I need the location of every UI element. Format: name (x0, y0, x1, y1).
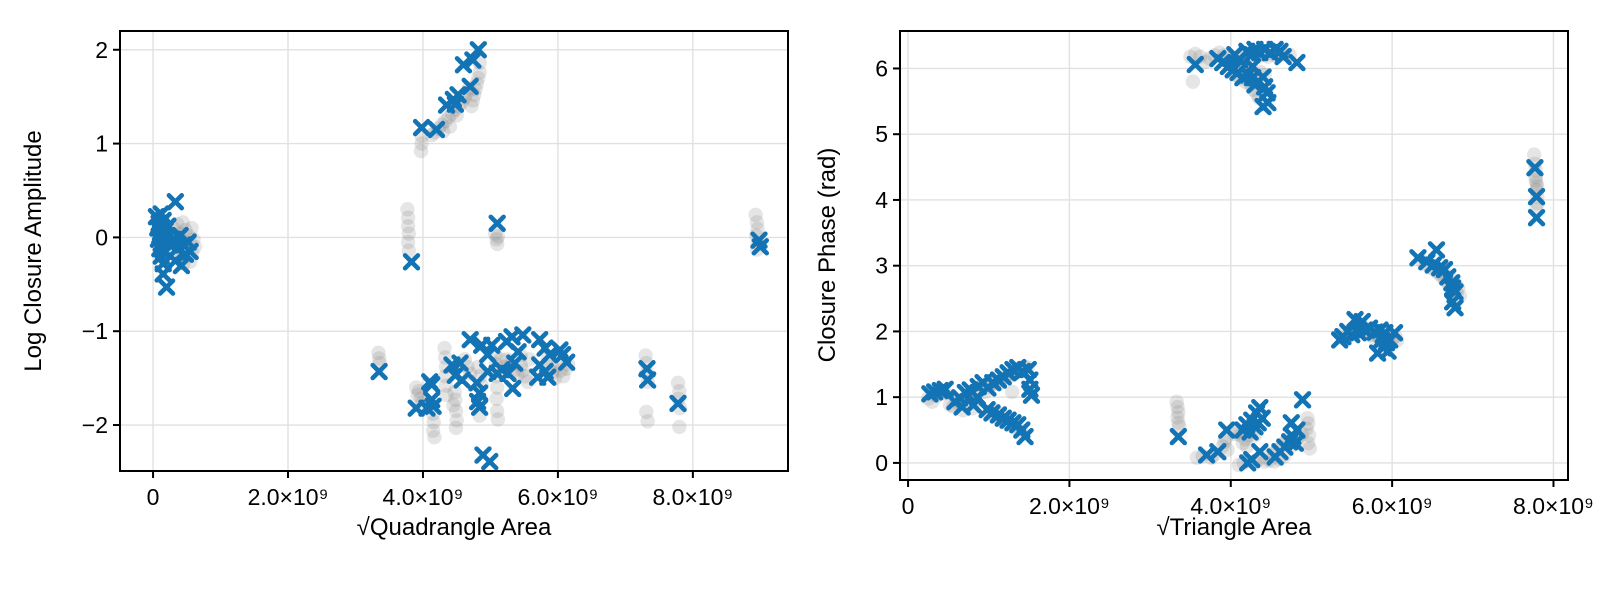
left-plot-ylabel: Log Closure Amplitude (20, 130, 47, 372)
right-plot: 0 2.0×10⁹ 4.0×10⁹ 6.0×10⁹ 8.0×10⁹ 0 1 2 3 4 5 6 (875, 30, 1594, 519)
y-tick-label: 2 (95, 37, 108, 63)
y-tick-label: 1 (95, 131, 108, 157)
plot-frame (119, 30, 789, 472)
x-tick-label: 8.0×10⁹ (1513, 493, 1594, 519)
y-tick-label: 0 (875, 450, 888, 476)
x-tick-label: 6.0×10⁹ (1352, 493, 1433, 519)
tick-marks (893, 67, 1555, 487)
x-tick-label: 0 (902, 493, 915, 519)
x-tick-label: 4.0×10⁹ (383, 484, 464, 510)
x-tick-label: 2.0×10⁹ (1029, 493, 1110, 519)
y-tick-label: 2 (875, 318, 888, 344)
y-tick-label: −2 (82, 412, 108, 438)
x-tick-label: 8.0×10⁹ (652, 484, 733, 510)
y-tick-label: 3 (875, 253, 888, 279)
y-tick-label: 6 (875, 55, 888, 81)
gray-circle-series (921, 45, 1545, 473)
tick-marks (113, 48, 694, 478)
tick-labels: 0 2.0×10⁹ 4.0×10⁹ 6.0×10⁹ 8.0×10⁹ 0 1 2 3 4 5 6 (875, 55, 1594, 519)
left-plot: 0 2.0×10⁹ 4.0×10⁹ 6.0×10⁹ 8.0×10⁹ −2 −1 0 1 2 (82, 30, 789, 510)
y-tick-label: 5 (875, 121, 888, 147)
x-tick-label: 4.0×10⁹ (1190, 493, 1271, 519)
right-plot-ylabel: Closure Phase (rad) (814, 147, 841, 363)
grid-lines (120, 31, 788, 471)
y-tick-label: 4 (875, 187, 888, 213)
y-tick-label: 1 (875, 384, 888, 410)
left-plot-xlabel: √Quadrangle Area (356, 514, 552, 541)
gray-circle-series (153, 55, 765, 445)
grid-lines (900, 31, 1568, 480)
blue-cross-series (147, 41, 770, 471)
x-tick-label: 6.0×10⁹ (517, 484, 598, 510)
y-tick-label: −1 (82, 318, 108, 344)
x-tick-label: 2.0×10⁹ (248, 484, 329, 510)
tick-labels: 0 2.0×10⁹ 4.0×10⁹ 6.0×10⁹ 8.0×10⁹ −2 −1 0 1 2 (82, 37, 734, 510)
blue-cross-series (921, 40, 1546, 472)
x-tick-label: 0 (147, 484, 160, 510)
y-tick-label: 0 (95, 224, 108, 250)
plot-frame (899, 30, 1569, 481)
right-plot-xlabel: √Triangle Area (1156, 514, 1312, 541)
